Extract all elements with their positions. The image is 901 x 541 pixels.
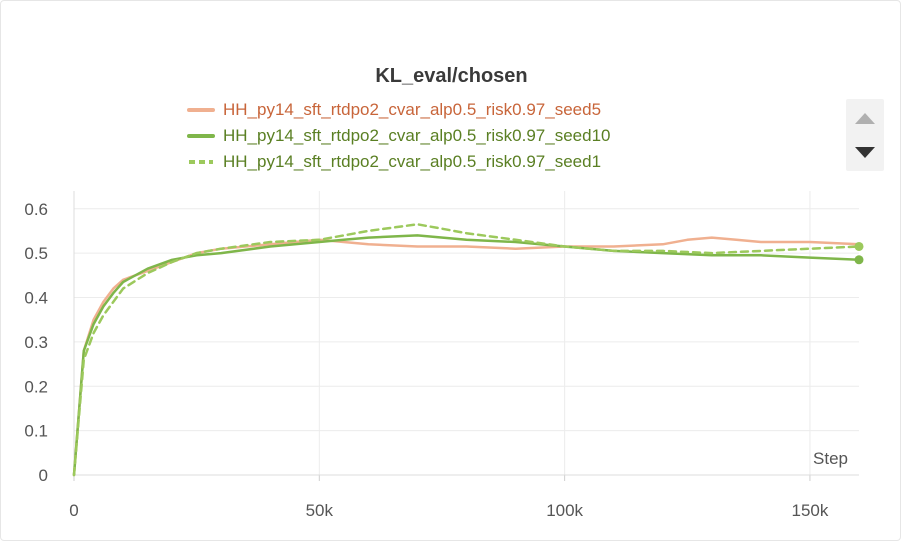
y-tick-label: 0.4 bbox=[24, 289, 48, 308]
y-tick-label: 0.2 bbox=[24, 377, 48, 396]
series-end-point-seed10 bbox=[854, 255, 864, 265]
y-tick-label: 0.5 bbox=[24, 244, 48, 263]
x-axis-label: Step bbox=[813, 449, 848, 468]
y-tick-label: 0.1 bbox=[24, 422, 48, 441]
x-tick-label: 0 bbox=[69, 501, 78, 520]
x-tick-label: 150k bbox=[792, 501, 829, 520]
scroll-up-icon[interactable] bbox=[855, 113, 875, 124]
scroll-down-icon[interactable] bbox=[855, 147, 875, 158]
series-line-seed1 bbox=[72, 223, 861, 477]
axes: 0 0.1 0.2 0.3 0.4 0.5 0.6 0 50k 100k 150k bbox=[24, 191, 859, 520]
legend-label-seed10: HH_py14_sft_rtdpo2_cvar_alp0.5_risk0.97_… bbox=[223, 126, 611, 145]
legend-swatch-seed5 bbox=[187, 108, 215, 112]
x-tick-label: 50k bbox=[306, 501, 334, 520]
series-end-point-seed1 bbox=[854, 241, 864, 251]
legend-swatch-seed10 bbox=[187, 134, 215, 138]
series-line-seed10 bbox=[72, 234, 861, 477]
legend-label-seed5: HH_py14_sft_rtdpo2_cvar_alp0.5_risk0.97_… bbox=[223, 100, 602, 119]
y-tick-label: 0.3 bbox=[24, 333, 48, 352]
x-tick-label: 100k bbox=[546, 501, 583, 520]
series-lines bbox=[72, 223, 864, 477]
legend-scroller bbox=[846, 99, 884, 171]
legend-item-seed1[interactable]: HH_py14_sft_rtdpo2_cvar_alp0.5_risk0.97_… bbox=[187, 149, 610, 175]
legend-label-seed1: HH_py14_sft_rtdpo2_cvar_alp0.5_risk0.97_… bbox=[223, 152, 602, 171]
y-tick-label: 0 bbox=[39, 466, 48, 485]
series-line-seed5 bbox=[72, 236, 861, 477]
y-tick-label: 0.6 bbox=[24, 200, 48, 219]
chart-title: KL_eval/chosen bbox=[375, 65, 528, 87]
legend-swatch-seed1 bbox=[189, 160, 213, 164]
legend: HH_py14_sft_rtdpo2_cvar_alp0.5_risk0.97_… bbox=[187, 97, 610, 175]
legend-item-seed10[interactable]: HH_py14_sft_rtdpo2_cvar_alp0.5_risk0.97_… bbox=[187, 123, 610, 149]
legend-item-seed5[interactable]: HH_py14_sft_rtdpo2_cvar_alp0.5_risk0.97_… bbox=[187, 97, 610, 123]
